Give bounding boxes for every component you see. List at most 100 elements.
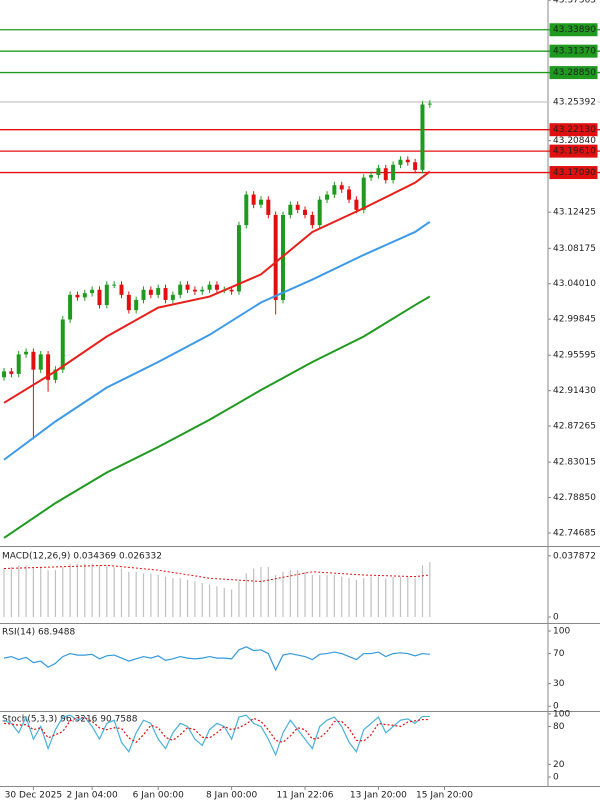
- level-label: 43.33890: [553, 25, 596, 35]
- macd-bar: [399, 576, 402, 617]
- y-tick-label: 42.95595: [553, 351, 596, 361]
- macd-bar: [18, 565, 20, 617]
- candle-body: [244, 194, 249, 226]
- indicator-line: [3, 717, 430, 744]
- candle-body: [229, 289, 234, 292]
- macd-bar: [267, 566, 269, 617]
- candle-body: [16, 354, 21, 374]
- candle-body: [178, 284, 183, 295]
- moving-average: [3, 170, 431, 404]
- candle-body: [170, 294, 175, 300]
- candle-body: [156, 288, 161, 295]
- y-tick-label: 43.04010: [553, 279, 596, 289]
- x-tick-label: 15 Jan 20:00: [416, 791, 473, 801]
- macd-bar: [69, 563, 71, 617]
- candle-body: [112, 284, 117, 286]
- macd-bar: [194, 581, 196, 617]
- candle-body: [9, 371, 14, 374]
- macd-bar: [319, 575, 321, 617]
- candle-body: [310, 214, 315, 226]
- y-tick-label: 0: [553, 772, 559, 782]
- candle-body: [383, 168, 388, 181]
- candle-body: [60, 319, 65, 370]
- candle-body: [53, 369, 58, 380]
- candle-body: [288, 204, 293, 215]
- candle-body: [97, 289, 102, 306]
- candle-body: [295, 204, 300, 210]
- candle-body: [376, 168, 381, 176]
- macd-bar: [150, 573, 152, 617]
- macd-bar: [91, 563, 93, 617]
- moving-average: [3, 295, 431, 539]
- macd-bar: [377, 576, 380, 617]
- macd-bar: [392, 576, 394, 617]
- y-tick-label: 0: [553, 612, 559, 622]
- y-tick-label: 43.37365: [553, 0, 596, 6]
- macd-bar: [32, 566, 35, 617]
- macd-bar: [223, 587, 225, 617]
- candle-body: [200, 289, 205, 292]
- candle-body: [148, 289, 153, 295]
- candle-body: [207, 284, 212, 290]
- candle-body: [214, 284, 219, 290]
- candle-body: [31, 351, 36, 370]
- macd-bar: [355, 579, 358, 617]
- candle-body: [163, 288, 168, 300]
- level-label-box: [549, 166, 598, 180]
- macd-bar: [62, 566, 64, 617]
- y-tick-label: 42.87265: [553, 422, 596, 432]
- candle-body: [68, 294, 73, 320]
- macd-bar: [326, 575, 328, 617]
- x-tick-label: 6 Jan 00:00: [133, 791, 185, 801]
- x-tick-label: 30 Dec 2025: [5, 791, 63, 801]
- macd-bar: [54, 570, 57, 617]
- y-tick-label: 30: [553, 679, 565, 689]
- macd-bar: [297, 570, 299, 617]
- level-label-box: [549, 144, 598, 158]
- candle-body: [141, 289, 146, 300]
- y-tick-label: 20: [553, 760, 565, 770]
- candle-body: [391, 164, 396, 181]
- level-label: 43.25392: [553, 97, 596, 107]
- candle-body: [90, 289, 95, 294]
- y-tick-label: 43.20840: [553, 136, 596, 146]
- macd-bar: [120, 568, 123, 617]
- macd-bar: [289, 570, 291, 617]
- y-tick-label: 0: [553, 702, 559, 712]
- macd-bar: [106, 565, 108, 617]
- indicator-line: [3, 646, 430, 672]
- moving-average: [3, 220, 431, 461]
- candle-body: [405, 159, 410, 163]
- candle-body: [75, 294, 80, 298]
- macd-bar: [363, 578, 365, 617]
- candle-body: [354, 199, 359, 210]
- level-label-box: [549, 66, 598, 80]
- macd-bar: [84, 563, 86, 617]
- macd-bar: [128, 571, 130, 617]
- y-tick-label: 70: [553, 649, 565, 659]
- macd-bar: [135, 571, 137, 617]
- macd-bar: [186, 579, 189, 617]
- level-label: 43.17090: [553, 168, 596, 178]
- macd-bar: [253, 568, 255, 617]
- candle-body: [303, 209, 308, 215]
- macd-bar: [208, 584, 211, 617]
- candle-body: [317, 199, 322, 226]
- candle-body: [266, 199, 271, 215]
- candle-body: [24, 351, 29, 355]
- candle-body: [251, 194, 256, 205]
- candle-body: [192, 289, 197, 292]
- level-label-box: [549, 23, 598, 37]
- level-label: 43.22130: [553, 125, 596, 135]
- macd-bar: [385, 578, 387, 617]
- y-tick-label: 42.91430: [553, 386, 596, 396]
- candle-body: [339, 185, 344, 190]
- y-tick-label: 43.08175: [553, 244, 596, 254]
- macd-bar: [333, 575, 335, 617]
- macd-bar: [10, 566, 12, 617]
- macd-bar: [407, 576, 409, 617]
- candle-body: [325, 194, 330, 200]
- candle-body: [2, 371, 7, 378]
- level-label-box: [549, 123, 598, 137]
